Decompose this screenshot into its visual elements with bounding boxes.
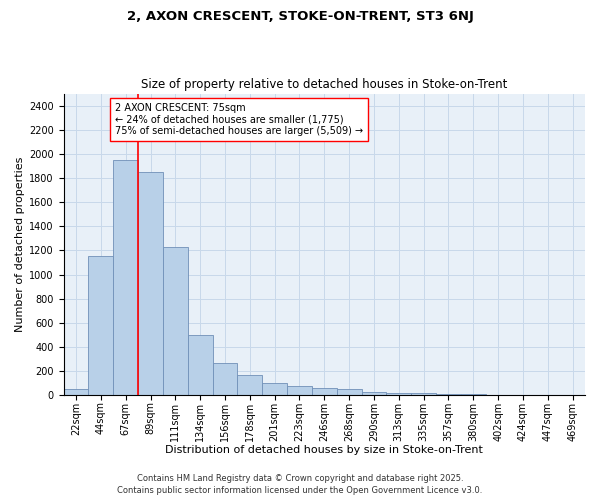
Text: 2 AXON CRESCENT: 75sqm
← 24% of detached houses are smaller (1,775)
75% of semi-: 2 AXON CRESCENT: 75sqm ← 24% of detached… xyxy=(115,103,362,136)
Bar xyxy=(287,386,312,395)
Bar xyxy=(188,335,212,395)
Bar xyxy=(386,393,411,395)
Bar xyxy=(262,383,287,395)
Text: 2, AXON CRESCENT, STOKE-ON-TRENT, ST3 6NJ: 2, AXON CRESCENT, STOKE-ON-TRENT, ST3 6N… xyxy=(127,10,473,23)
Bar xyxy=(64,389,88,395)
Bar xyxy=(238,374,262,395)
Title: Size of property relative to detached houses in Stoke-on-Trent: Size of property relative to detached ho… xyxy=(141,78,508,91)
Text: Contains HM Land Registry data © Crown copyright and database right 2025.
Contai: Contains HM Land Registry data © Crown c… xyxy=(118,474,482,495)
Bar xyxy=(337,389,362,395)
Bar xyxy=(113,160,138,395)
Bar xyxy=(163,248,188,395)
Bar xyxy=(88,256,113,395)
Bar xyxy=(312,388,337,395)
Bar xyxy=(212,362,238,395)
Y-axis label: Number of detached properties: Number of detached properties xyxy=(15,156,25,332)
Bar xyxy=(461,394,485,395)
X-axis label: Distribution of detached houses by size in Stoke-on-Trent: Distribution of detached houses by size … xyxy=(166,445,483,455)
Bar xyxy=(138,172,163,395)
Bar xyxy=(411,393,436,395)
Bar xyxy=(436,394,461,395)
Bar xyxy=(362,392,386,395)
Bar xyxy=(485,394,511,395)
